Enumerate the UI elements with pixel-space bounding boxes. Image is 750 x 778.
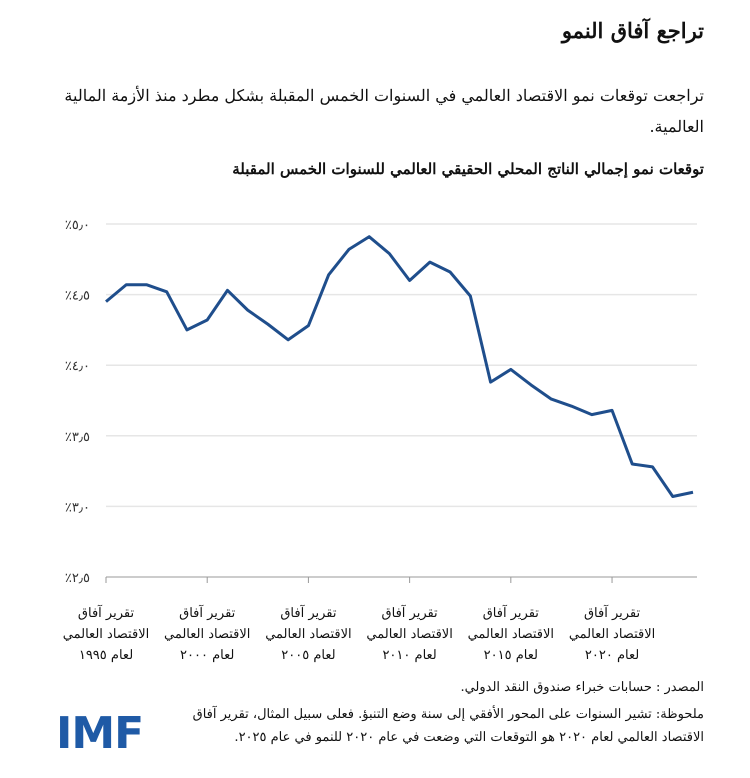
- x-tick-label-line: لعام ٢٠٠٠: [180, 648, 235, 663]
- x-tick-label-line: الاقتصاد العالمي: [366, 627, 453, 642]
- page-title: تراجع آفاق النمو: [561, 18, 704, 43]
- y-tick-label: ٪٣٫٥: [65, 430, 90, 445]
- y-tick-label: ٪٤٫٠: [65, 359, 90, 374]
- y-tick-label: ٪٢٫٥: [65, 571, 90, 586]
- x-tick-label-line: الاقتصاد العالمي: [163, 627, 251, 642]
- imf-logo: IMF: [56, 708, 144, 759]
- y-tick-label: ٪٤٫٥: [65, 289, 90, 304]
- x-tick-label-line: تقرير آفاق: [77, 606, 135, 621]
- y-tick-label: ٪٥٫٠: [65, 218, 90, 233]
- x-tick-label-line: تقرير آفاق: [583, 606, 641, 621]
- x-tick-label-line: لعام ٢٠١٠: [382, 648, 437, 663]
- x-tick-label-line: تقرير آفاق: [482, 606, 539, 621]
- x-tick-label-line: تقرير آفاق: [381, 606, 438, 621]
- subtitle: تراجعت توقعات نمو الاقتصاد العالمي في ال…: [64, 86, 704, 136]
- x-tick-label-line: لعام ٢٠٠٥: [281, 648, 336, 663]
- x-tick-label-line: لعام ٢٠١٥: [483, 648, 538, 663]
- chart-title: توقعات نمو إجمالي الناتج المحلي الحقيقي …: [232, 160, 704, 178]
- line-chart: ٪٢٫٥ ٪٣٫٠ ٪٣٫٥ ٪٤٫٠ ٪٤٫٥ ٪٥٫٠: [65, 218, 697, 586]
- x-tick-label-line: تقرير آفاق: [179, 606, 236, 621]
- footnote: ملحوظة: تشير السنوات على المحور الأفقي إ…: [192, 707, 704, 745]
- x-tick-label: تقرير آفاق الاقتصاد العالمي لعام ٢٠٠٠: [157, 603, 257, 666]
- x-tick-label-line: الاقتصاد العالمي: [467, 627, 555, 642]
- x-tick-label-line: تقرير آفاق: [280, 606, 337, 621]
- x-tick-label-line: الاقتصاد العالمي: [265, 627, 352, 642]
- x-tick-label: تقرير آفاق الاقتصاد العالمي لعام ٢٠٢٠: [562, 603, 662, 666]
- x-tick-label-line: الاقتصاد العالمي: [568, 627, 656, 642]
- x-tick-label: تقرير آفاق الاقتصاد العالمي لعام ٢٠١٥: [461, 603, 561, 666]
- x-tick-label: تقرير آفاق الاقتصاد العالمي لعام ١٩٩٥: [56, 603, 156, 666]
- x-tick-label: تقرير آفاق الاقتصاد العالمي لعام ٢٠٠٥: [258, 603, 358, 666]
- x-tick-label-line: الاقتصاد العالمي: [62, 627, 150, 642]
- y-tick-label: ٪٣٫٠: [65, 500, 90, 515]
- x-tick-label: تقرير آفاق الاقتصاد العالمي لعام ٢٠١٠: [360, 603, 460, 666]
- source-note: المصدر : حسابات خبراء صندوق النقد الدولي…: [460, 680, 704, 695]
- x-tick-label-line: لعام ١٩٩٥: [78, 648, 134, 663]
- growth-forecast-line: [105, 235, 694, 499]
- x-tick-label-line: لعام ٢٠٢٠: [584, 648, 640, 663]
